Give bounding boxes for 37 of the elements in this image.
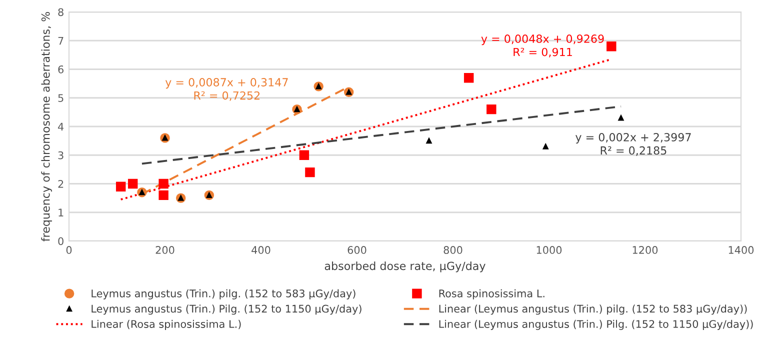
x-tick-label: 1000: [536, 246, 562, 254]
y-tick-label: 0: [58, 237, 64, 246]
annotation: y = 0,002x + 2,3997 R² = 0,2185: [576, 132, 691, 156]
annotation: y = 0,0087x + 0,3147 R² = 0,7252: [165, 78, 288, 101]
point: [158, 190, 168, 200]
x-tick-label: 600: [348, 246, 366, 254]
y-tick-label: 5: [58, 94, 64, 102]
y-tick-label: 8: [58, 8, 64, 16]
legend-label: Leymus angustus (Trin.) pilg. (152 to 583 µGy/day): [92, 289, 356, 300]
x-tick-label: 400: [252, 246, 270, 254]
point: [158, 178, 168, 189]
point: [299, 150, 310, 160]
legend-label: Leymus angustus (Trin.) Pilg. (152 to 1150 µGy/day): [92, 304, 362, 315]
x-tick-label: 1200: [632, 246, 658, 254]
point: [128, 178, 138, 189]
point: [305, 167, 315, 178]
y-tick-label: 7: [58, 36, 64, 45]
annotation: y = 0,0048x + 0,9269 R² = 0,911: [481, 34, 604, 58]
x-tick-label: 1400: [728, 246, 754, 254]
legend-label: Linear (Leymus angustus (Trin.) Pilg. (152 to 1150 µGy/day)): [439, 320, 753, 330]
x-tick-label: 0: [66, 246, 72, 254]
y-tick-label: 4: [58, 122, 64, 130]
legend-label: Linear (Leymus angustus (Trin.) pilg. (152 to 583 µGy/day)): [439, 304, 747, 315]
legend-label: Linear (Rosa spinosissima L.): [92, 320, 241, 330]
point: [464, 72, 474, 83]
x-tick-label: 800: [444, 246, 462, 254]
y-tick-label: 2: [58, 180, 64, 188]
legend-label: Rosa spinosissima L.: [439, 289, 544, 300]
y-axis-title: frequency of chromosome aberrations, %: [41, 12, 52, 242]
point: [606, 41, 616, 52]
point: [486, 104, 496, 114]
x-tick-label: 200: [156, 246, 174, 254]
x-axis-title: absorbed dose rate, µGy/day: [324, 262, 486, 272]
point: [116, 182, 126, 192]
y-tick-label: 3: [58, 151, 64, 160]
y-tick-label: 1: [58, 208, 64, 216]
y-tick-label: 6: [58, 65, 64, 74]
